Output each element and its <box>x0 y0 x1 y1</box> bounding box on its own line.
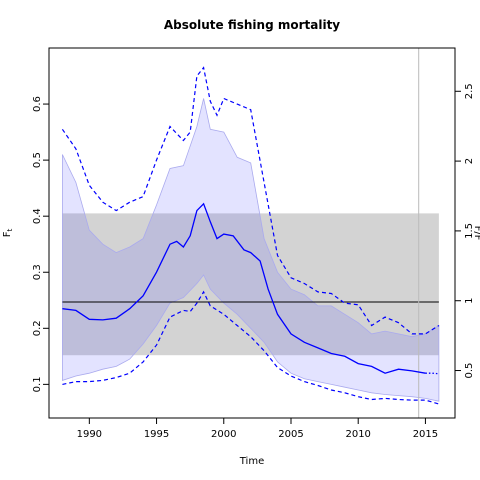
y-axis-label-sub: t <box>6 228 14 231</box>
chart-title: Absolute fishing mortality <box>164 18 340 32</box>
reference-band <box>62 213 439 356</box>
estimate-line <box>62 202 426 374</box>
x-tick-label: 2000 <box>211 429 236 440</box>
y-tick-label: 0.4 <box>32 208 43 224</box>
y-tick-label: 0.6 <box>32 96 43 112</box>
ci-lower-line <box>62 290 440 405</box>
y-axis-label-main: F <box>2 231 13 237</box>
x-axis-label: Time <box>239 456 264 467</box>
forecast-line <box>425 372 439 375</box>
y-tick-label: 0.1 <box>32 376 43 392</box>
y-axis: 0.1 0.2 0.3 0.4 0.5 0.6 <box>32 96 49 392</box>
y-axis-label: Ft <box>2 228 14 237</box>
y2-tick-label: 1 <box>464 298 475 304</box>
x-axis: 1990 1995 2000 2005 2010 2015 <box>77 417 438 440</box>
x-tick-label: 1995 <box>144 429 169 440</box>
y2-tick-label: 2.5 <box>464 83 475 99</box>
y2-axis: 0.5 1 1.5 2 2.5 <box>455 83 475 378</box>
y-tick-label: 0.2 <box>32 320 43 336</box>
ci-upper-line <box>61 66 440 335</box>
x-tick-label: 2005 <box>278 429 303 440</box>
y2-axis-label: F/F <box>472 226 480 241</box>
y-tick-label: 0.3 <box>32 264 43 280</box>
y2-tick-label: 2 <box>464 158 475 164</box>
confidence-band <box>62 98 440 402</box>
y2-tick-label: 1.5 <box>464 223 475 239</box>
x-tick-label: 1990 <box>77 429 102 440</box>
plot-layers <box>61 48 440 418</box>
y-tick-label: 0.5 <box>32 152 43 168</box>
x-tick-label: 2010 <box>345 429 370 440</box>
x-tick-label: 2015 <box>413 429 438 440</box>
y2-tick-label: 0.5 <box>464 363 475 379</box>
